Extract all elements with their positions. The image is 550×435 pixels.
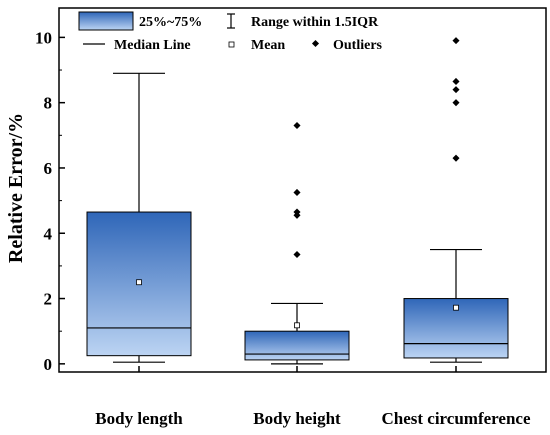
mean-marker-1 [294, 322, 300, 329]
legend-median-label: Median Line [114, 38, 191, 53]
x-tick-label-2: Chest circumference [381, 409, 530, 428]
box-0 [86, 72, 192, 363]
y-axis: 0 2 4 6 8 10 [35, 28, 65, 374]
outlier-2-3 [452, 77, 460, 85]
y-tick-label-2: 4 [44, 224, 53, 243]
y-tick-label-3: 6 [44, 159, 53, 178]
outlier-1-2 [293, 208, 301, 216]
outlier-1-3 [293, 188, 301, 196]
legend-range-label: Range within 1.5IQR [251, 15, 379, 30]
legend-mean-swatch [228, 41, 235, 48]
box-2 [403, 37, 509, 363]
iqr-box-1 [244, 330, 350, 361]
box-1 [244, 121, 350, 365]
legend-mean-label: Mean [251, 38, 285, 53]
outlier-1-4 [293, 121, 301, 130]
y-tick-label-1: 2 [44, 290, 53, 309]
mean-marker-0 [136, 279, 142, 286]
y-tick-label-4: 8 [44, 94, 53, 113]
outlier-2-0 [452, 154, 460, 162]
x-tick-label-0: Body length [95, 409, 183, 428]
y-tick-label-5: 10 [35, 28, 52, 47]
outlier-1-0 [293, 250, 301, 259]
legend-outliers-label: Outliers [333, 38, 383, 53]
x-tick-label-1: Body height [253, 409, 341, 428]
legend-range-swatch [227, 13, 235, 29]
outlier-2-2 [452, 86, 460, 94]
outlier-2-1 [452, 99, 460, 107]
x-axis: Body length Body height Chest circumferenc… [95, 366, 531, 428]
legend-box-label: 25%~75% [139, 15, 202, 30]
boxes-group [86, 37, 509, 365]
legend-box-swatch [78, 11, 134, 31]
outlier-2-4 [452, 37, 460, 45]
plot-frame [58, 7, 547, 373]
y-axis-title: Relative Error/% [5, 113, 27, 263]
y-tick-label-0: 0 [44, 355, 53, 374]
legend: 25%~75% Median Line Range within 1.5IQR … [78, 11, 383, 53]
legend-outlier-swatch [311, 39, 320, 48]
mean-marker-2 [453, 304, 459, 311]
